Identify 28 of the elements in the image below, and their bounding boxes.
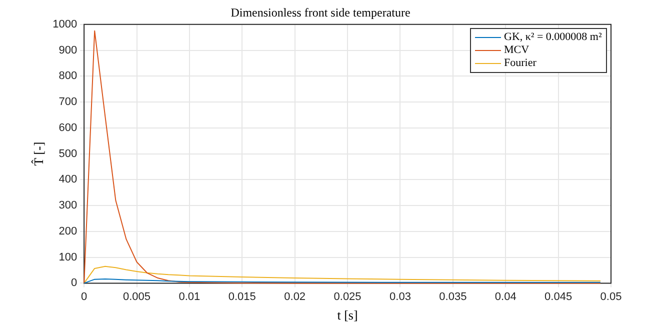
legend-label: GK, κ² = 0.000008 m²: [504, 31, 602, 44]
x-tick-label: 0: [81, 290, 88, 303]
legend-label: Fourier: [504, 57, 536, 70]
x-tick-label: 0.01: [178, 290, 200, 303]
x-tick-label: 0.025: [334, 290, 362, 303]
x-tick-label: 0.045: [544, 290, 572, 303]
x-tick-label: 0.04: [494, 290, 516, 303]
x-tick-label: 0.005: [123, 290, 151, 303]
x-axis-title: t [s]: [337, 308, 358, 323]
legend-label: MCV: [504, 44, 530, 58]
y-tick-label: 1000: [52, 18, 78, 30]
x-tick-label: 0.035: [439, 290, 467, 303]
y-tick-label: 500: [58, 148, 78, 160]
x-tick-label: 0.05: [600, 290, 622, 303]
y-tick-label: 800: [58, 70, 78, 82]
chart-title: Dimensionless front side temperature: [230, 5, 410, 20]
y-tick-label: 400: [58, 174, 78, 186]
x-tick-label: 0.03: [390, 290, 411, 303]
y-tick-label: 700: [58, 96, 78, 108]
y-axis-title: T̂ [-]: [30, 142, 46, 166]
y-tick-label: 600: [58, 122, 78, 134]
y-tick-label: 0: [70, 277, 78, 290]
x-tick-label: 0.02: [284, 290, 306, 303]
x-tick-label: 0.015: [228, 290, 256, 303]
y-tick-label: 900: [58, 44, 78, 56]
y-tick-label: 100: [58, 251, 78, 264]
y-tick-label: 300: [58, 200, 78, 212]
y-tick-label: 200: [58, 225, 78, 238]
